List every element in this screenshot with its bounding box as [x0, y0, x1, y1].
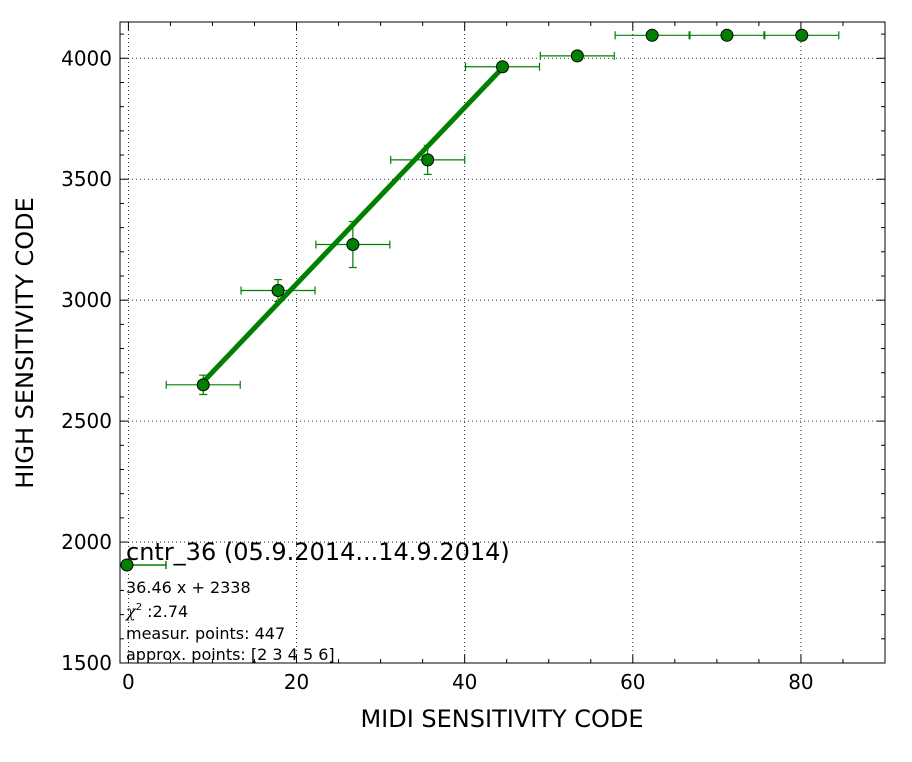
x-axis-label: MIDI SENSITIVITY CODE [360, 705, 643, 733]
data-point-group [315, 220, 391, 269]
y-tick-label: 2000 [61, 530, 112, 554]
legend-chi-text: χ2 :2.74 [125, 602, 188, 621]
data-point [720, 28, 734, 42]
legend-measur-text: measur. points: 447 [126, 624, 285, 643]
data-point [421, 153, 435, 167]
plot-frame [119, 21, 886, 664]
data-point [795, 28, 809, 42]
x-tick-label: 40 [452, 670, 477, 694]
data-point [570, 49, 584, 63]
data-point [346, 238, 360, 252]
legend-title: cntr_36 (05.9.2014...14.9.2014) [126, 538, 510, 566]
data-point [271, 283, 285, 297]
data-point-group [390, 144, 466, 175]
x-tick-label: 80 [788, 670, 813, 694]
x-tick-label: 0 [122, 670, 135, 694]
legend-marker [120, 558, 134, 572]
axis-ticks: 0 20 40 60 80 1500 2000 2500 3000 3500 4000 [61, 22, 885, 694]
legend: cntr_36 (05.9.2014...14.9.2014) 36.46 x … [120, 538, 510, 664]
data-point [645, 28, 659, 42]
legend-approx-text: approx. points: [2 3 4 5 6] [126, 645, 335, 664]
data-point-group [764, 28, 840, 42]
legend-fit-text: 36.46 x + 2338 [126, 578, 251, 597]
grid [120, 22, 885, 664]
y-tick-label: 3500 [61, 167, 112, 191]
legend-chi-exponent: 2 [136, 602, 142, 613]
data-point [496, 60, 509, 74]
x-tick-label: 20 [284, 670, 309, 694]
data-point [196, 378, 210, 392]
y-tick-label: 2500 [61, 409, 112, 433]
y-tick-label: 4000 [61, 46, 112, 70]
y-axis-label: HIGH SENSITIVITY CODE [11, 197, 39, 489]
legend-chi-symbol: χ [125, 602, 137, 621]
y-tick-label: 3000 [61, 288, 112, 312]
y-tick-label: 1500 [61, 651, 112, 675]
data-points-layer [165, 28, 840, 396]
data-point-group [539, 49, 615, 63]
data-point-group [165, 374, 241, 396]
data-point-group [614, 28, 690, 42]
data-point-group [464, 60, 541, 74]
legend-chi-value: :2.74 [142, 602, 188, 621]
x-tick-label: 60 [620, 670, 645, 694]
data-point-group [240, 279, 316, 302]
data-point-group [689, 28, 765, 42]
